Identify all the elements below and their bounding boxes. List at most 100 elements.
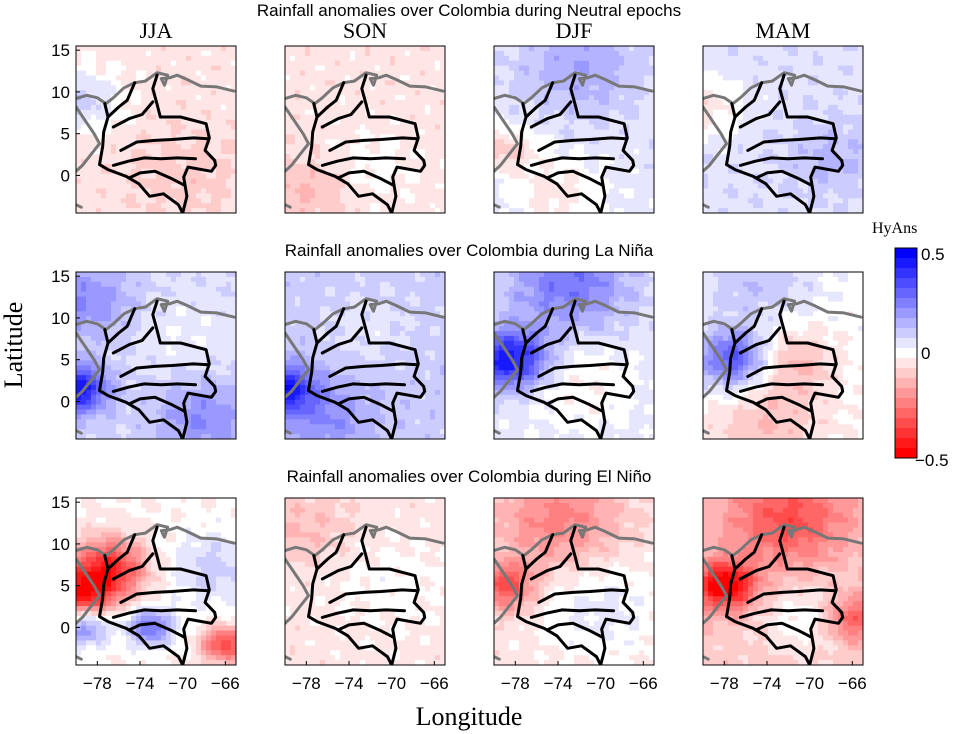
- anomaly-cell: [390, 109, 396, 116]
- anomaly-cell: [609, 178, 615, 185]
- anomaly-cell: [833, 163, 839, 170]
- anomaly-cell: [161, 316, 167, 322]
- anomaly-cell: [216, 168, 222, 175]
- anomaly-cell: [435, 50, 441, 57]
- anomaly-cell: [499, 124, 505, 131]
- anomaly-cell: [166, 178, 172, 185]
- anomaly-cell: [146, 114, 152, 121]
- anomaly-cell: [843, 65, 849, 72]
- anomaly-cell: [101, 409, 107, 416]
- anomaly-cell: [315, 198, 321, 204]
- anomaly-cell: [76, 183, 82, 190]
- anomaly-cell: [146, 389, 152, 396]
- anomaly-cell: [504, 183, 510, 190]
- anomaly-cell: [231, 193, 236, 199]
- anomaly-cell: [644, 173, 650, 180]
- anomaly-cell: [435, 134, 441, 140]
- anomaly-cell: [191, 188, 197, 194]
- anomaly-cell: [310, 65, 316, 72]
- anomaly-cell: [295, 55, 301, 62]
- anomaly-cell: [76, 50, 82, 57]
- anomaly-cell: [435, 70, 441, 77]
- anomaly-cell: [116, 183, 122, 190]
- anomaly-cell: [226, 100, 232, 106]
- anomaly-cell: [773, 208, 779, 213]
- anomaly-cell: [579, 85, 585, 91]
- anomaly-cell: [594, 90, 600, 96]
- anomaly-cell: [96, 301, 102, 307]
- anomaly-cell: [793, 46, 799, 52]
- anomaly-cell: [649, 55, 654, 62]
- anomaly-cell: [385, 193, 391, 199]
- anomaly-cell: [534, 75, 540, 81]
- anomaly-cell: [395, 158, 401, 165]
- anomaly-cell: [76, 100, 82, 106]
- anomaly-cell: [370, 154, 376, 160]
- anomaly-cell: [649, 100, 654, 106]
- anomaly-cell: [763, 188, 769, 194]
- anomaly-cell: [106, 394, 112, 401]
- anomaly-cell: [708, 154, 714, 160]
- anomaly-cell: [166, 100, 172, 106]
- anomaly-cell: [783, 208, 789, 213]
- anomaly-cell: [494, 129, 500, 136]
- anomaly-cell: [708, 149, 714, 155]
- anomaly-cell: [176, 149, 182, 155]
- anomaly-cell: [106, 208, 112, 213]
- anomaly-cell: [116, 75, 122, 81]
- anomaly-cell: [514, 183, 520, 190]
- anomaly-cell: [415, 50, 421, 57]
- anomaly-cell: [305, 208, 311, 213]
- anomaly-cell: [440, 46, 445, 52]
- anomaly-cell: [838, 104, 844, 111]
- anomaly-cell: [410, 144, 416, 150]
- anomaly-cell: [574, 100, 580, 106]
- anomaly-cell: [116, 50, 122, 57]
- anomaly-cell: [833, 114, 839, 121]
- anomaly-cell: [624, 124, 630, 131]
- map-panel-jja: [76, 46, 236, 213]
- anomaly-cell: [649, 168, 654, 175]
- anomaly-cell: [385, 95, 391, 101]
- anomaly-cell: [231, 109, 236, 116]
- anomaly-cell: [191, 70, 197, 77]
- anomaly-cell: [420, 144, 426, 150]
- anomaly-cell: [499, 188, 505, 194]
- anomaly-cell: [554, 60, 560, 67]
- anomaly-cell: [420, 183, 426, 190]
- anomaly-cell: [564, 80, 570, 86]
- anomaly-cell: [201, 114, 207, 121]
- anomaly-cell: [221, 46, 227, 52]
- anomaly-cell: [141, 178, 147, 185]
- anomaly-cell: [843, 173, 849, 180]
- anomaly-cell: [410, 104, 416, 111]
- anomaly-cell: [300, 90, 306, 96]
- anomaly-cell: [365, 198, 371, 204]
- coastline: [76, 105, 101, 173]
- anomaly-cell: [594, 60, 600, 67]
- anomaly-cell: [644, 114, 650, 121]
- anomaly-cell: [335, 80, 341, 86]
- anomaly-cell: [390, 193, 396, 199]
- anomaly-cell: [111, 70, 117, 77]
- anomaly-cell: [156, 409, 162, 416]
- anomaly-cell: [753, 65, 759, 72]
- anomaly-cell: [504, 173, 510, 180]
- anomaly-cell: [639, 124, 645, 131]
- anomaly-cell: [315, 119, 321, 126]
- anomaly-cell: [634, 193, 640, 199]
- anomaly-cell: [644, 178, 650, 185]
- anomaly-cell: [813, 203, 819, 209]
- anomaly-cell: [365, 154, 371, 160]
- anomaly-cell: [76, 291, 82, 298]
- anomaly-cell: [126, 139, 132, 145]
- anomaly-cell: [733, 124, 739, 131]
- anomaly-cell: [539, 60, 545, 67]
- anomaly-cell: [768, 114, 774, 121]
- anomaly-cell: [763, 55, 769, 62]
- basin-boundary: [524, 81, 555, 119]
- anomaly-cell: [798, 188, 804, 194]
- anomaly-cell: [788, 134, 794, 140]
- anomaly-cell: [171, 183, 177, 190]
- anomaly-cell: [440, 75, 445, 81]
